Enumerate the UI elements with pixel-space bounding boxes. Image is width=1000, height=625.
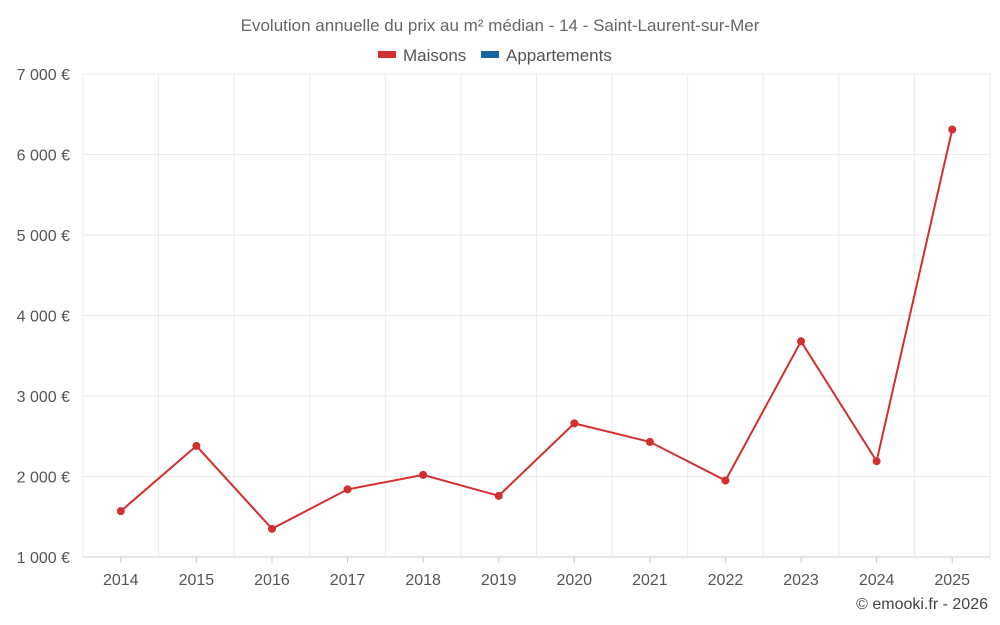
y-tick-label: 4 000 €	[17, 309, 70, 326]
data-point[interactable]	[494, 491, 503, 500]
series-line-maisons	[120, 129, 954, 531]
data-point[interactable]	[419, 470, 428, 479]
y-tick-label: 1 000 €	[17, 550, 70, 567]
y-tick-label: 2 000 €	[17, 470, 70, 487]
x-tick-label: 2016	[254, 572, 290, 589]
x-tick-label: 2023	[783, 572, 819, 589]
y-tick-label: 5 000 €	[17, 228, 70, 245]
x-tick-label: 2025	[934, 572, 970, 589]
x-tick-label: 2024	[859, 572, 895, 589]
grid	[82, 73, 991, 557]
x-tick-label: 2022	[708, 572, 744, 589]
data-point[interactable]	[192, 441, 201, 450]
axes: 1 000 € 2 000 € 3 000 € 4 000 € 5 000 € 6 000…	[17, 67, 990, 589]
legend-swatch-maisons	[378, 51, 396, 58]
data-point[interactable]	[872, 457, 881, 466]
data-point[interactable]	[343, 485, 352, 494]
data-point[interactable]	[721, 476, 730, 485]
x-tick-label: 2021	[632, 572, 668, 589]
legend-swatch-appartements	[481, 51, 499, 58]
legend-label-appartements[interactable]: Appartements	[506, 46, 612, 65]
x-tick-label: 2020	[556, 572, 592, 589]
y-tick-label: 6 000 €	[17, 148, 70, 165]
data-point[interactable]	[116, 507, 125, 516]
data-point[interactable]	[267, 524, 276, 533]
y-tick-label: 7 000 €	[17, 67, 70, 84]
legend: Maisons Appartements	[378, 46, 612, 65]
series-maisons	[116, 125, 957, 533]
credit-text: © emooki.fr - 2026	[856, 596, 988, 613]
x-tick-label: 2014	[103, 572, 139, 589]
data-point[interactable]	[797, 337, 806, 346]
data-point[interactable]	[948, 125, 957, 134]
chart-title: Evolution annuelle du prix au m² médian …	[241, 16, 760, 35]
x-tick-label: 2017	[330, 572, 366, 589]
x-tick-label: 2015	[179, 572, 215, 589]
legend-label-maisons[interactable]: Maisons	[403, 46, 466, 65]
x-tick-label: 2018	[405, 572, 441, 589]
x-tick-label: 2019	[481, 572, 517, 589]
data-point[interactable]	[645, 437, 654, 446]
y-tick-label: 3 000 €	[17, 389, 70, 406]
data-point[interactable]	[570, 419, 579, 428]
